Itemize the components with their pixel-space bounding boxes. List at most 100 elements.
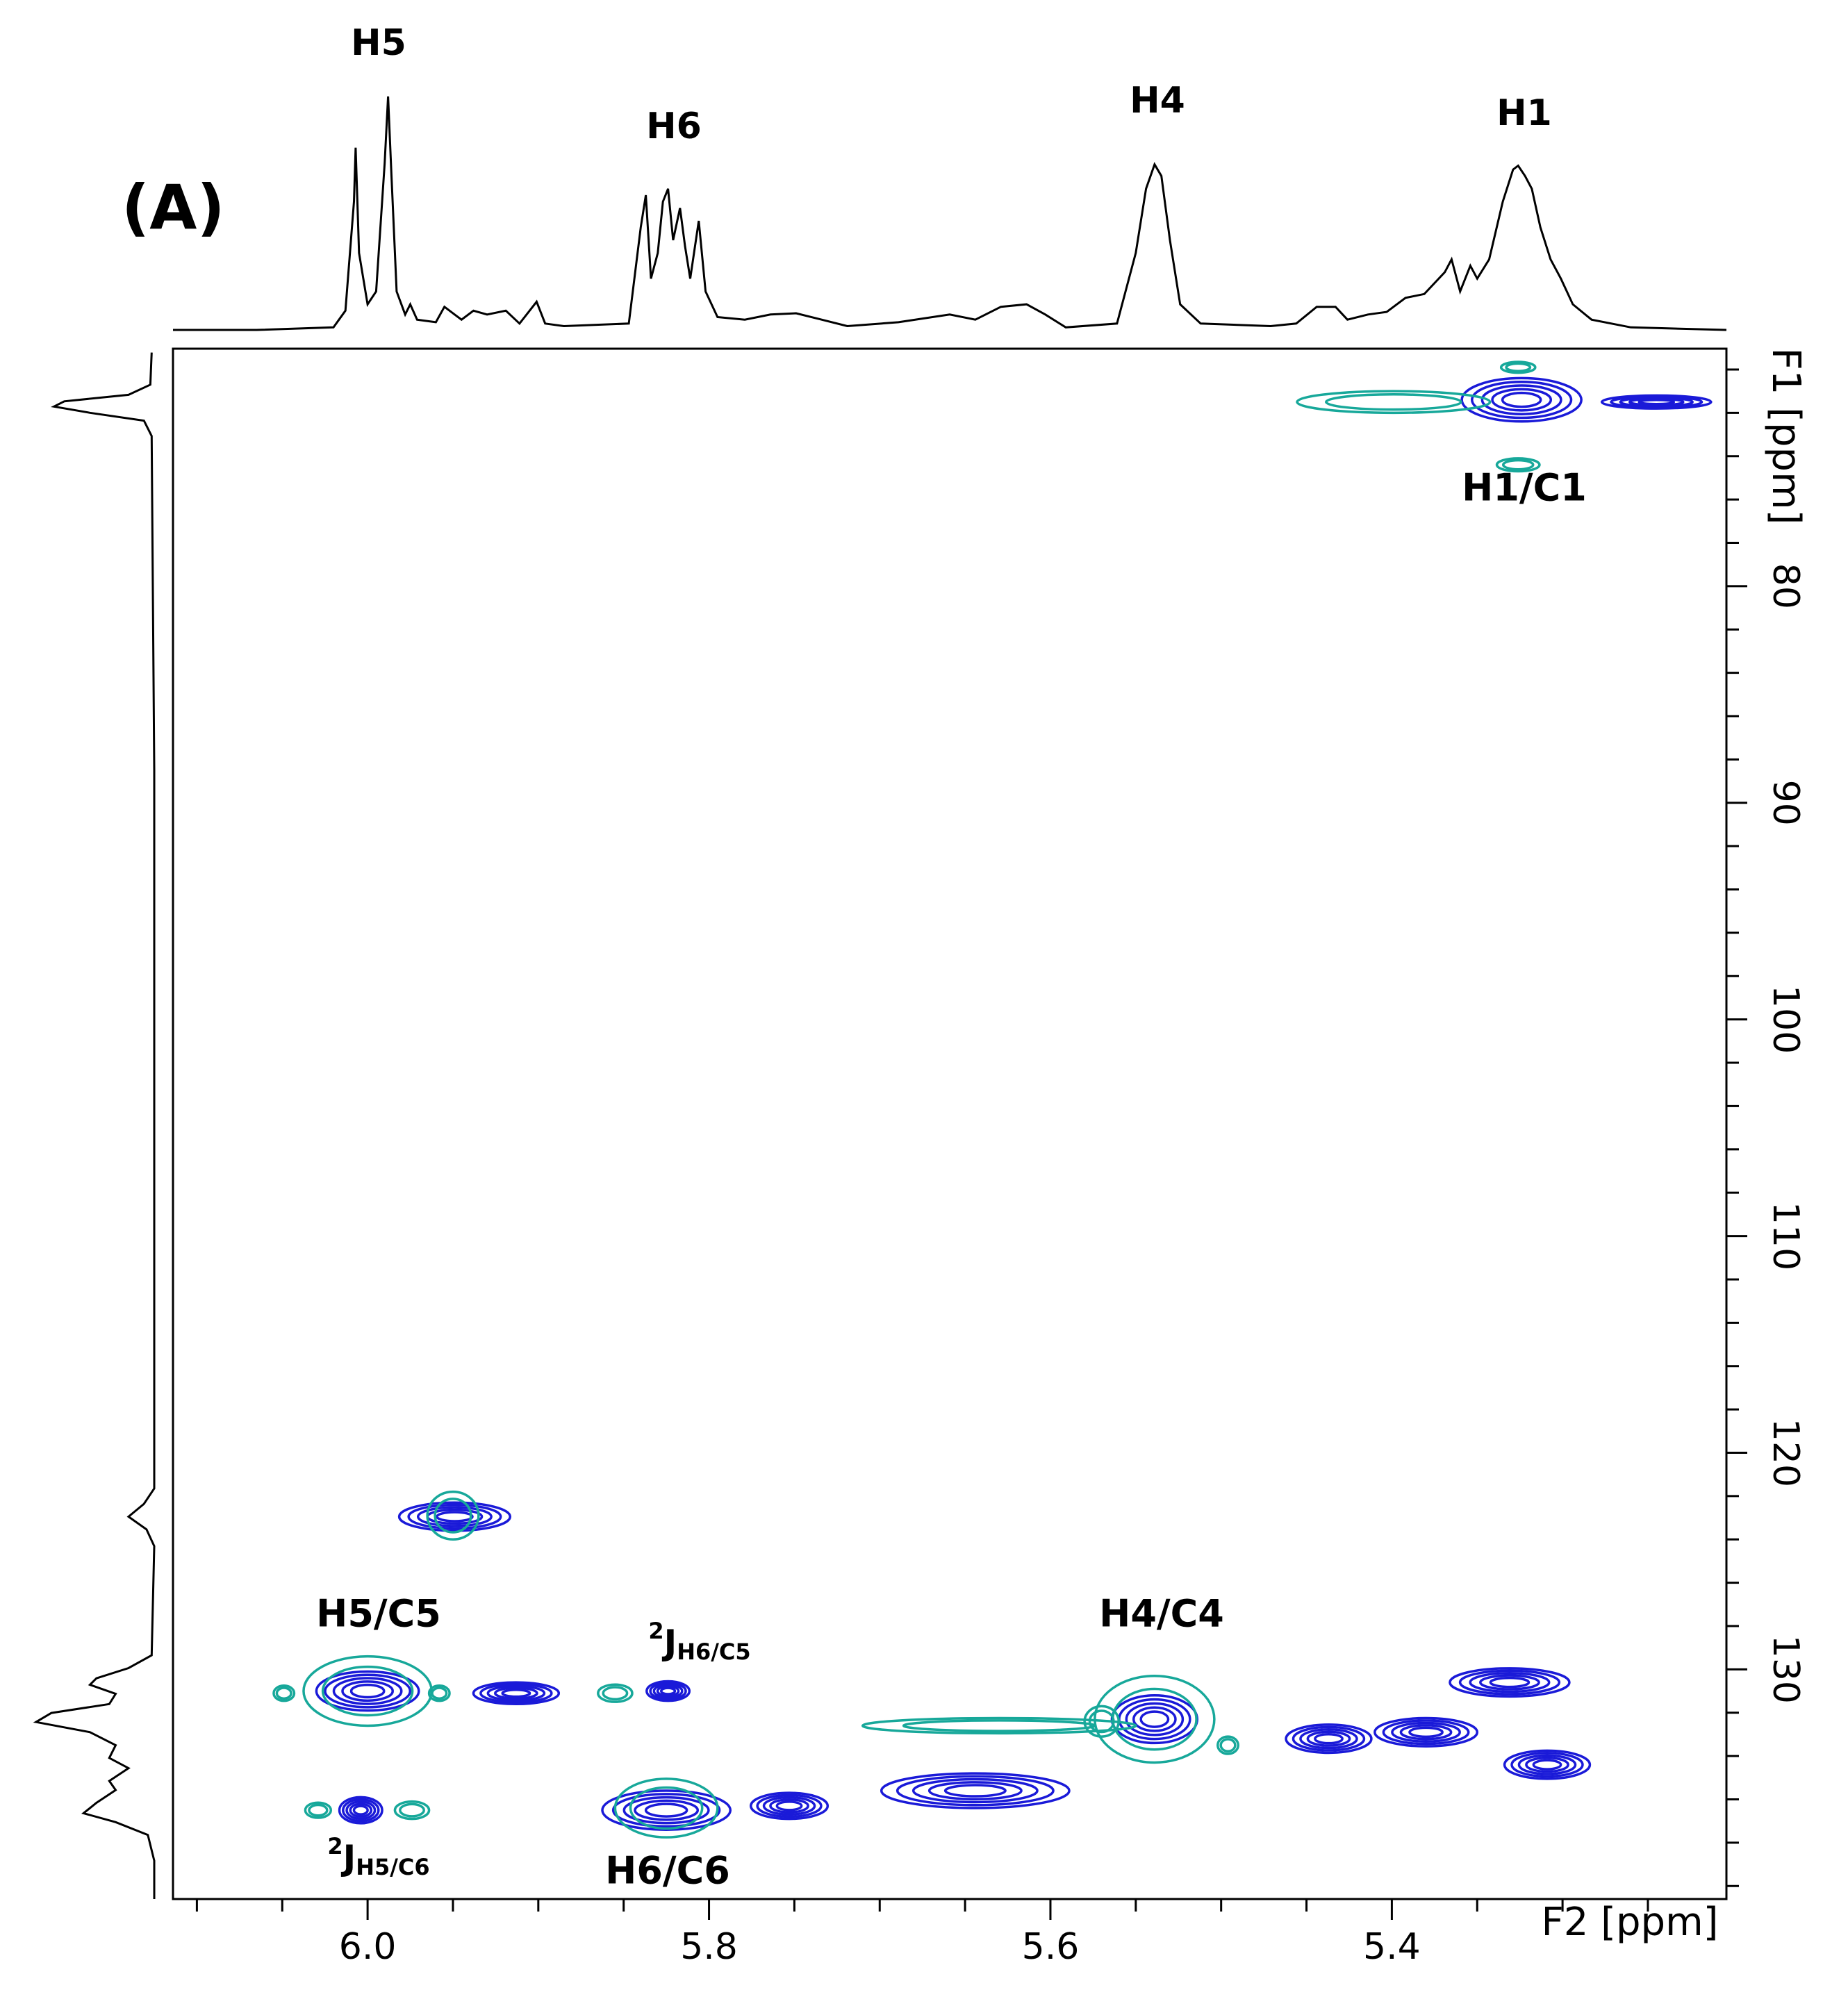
contour — [880, 1772, 1071, 1809]
peak — [472, 1681, 561, 1706]
contour — [756, 1793, 823, 1818]
annotation-base: J — [341, 1838, 356, 1878]
contour — [602, 1686, 629, 1701]
peak — [1449, 1667, 1571, 1698]
contour — [1449, 1667, 1571, 1698]
contour — [479, 1682, 553, 1704]
contour — [644, 1802, 688, 1818]
contour — [649, 1682, 687, 1700]
contour — [769, 1798, 809, 1814]
peak — [1296, 390, 1492, 415]
peak — [749, 1791, 830, 1821]
annotation: 2JH5/C6 — [327, 1833, 429, 1880]
contour — [1292, 1725, 1366, 1752]
y-tick-label: 80 — [1765, 563, 1806, 609]
contour — [407, 1503, 502, 1530]
contour — [272, 1684, 296, 1702]
x-tick-label: 5.8 — [680, 1926, 738, 1968]
contour — [315, 1670, 420, 1712]
annotation: H5/C5 — [316, 1592, 441, 1636]
contour — [494, 1686, 538, 1700]
peak — [304, 1801, 333, 1819]
x-tick-label: 5.6 — [1022, 1926, 1080, 1968]
contour — [634, 1799, 700, 1821]
peak — [1285, 1723, 1373, 1755]
peak — [1094, 1674, 1216, 1764]
contour — [1510, 1752, 1584, 1778]
contour — [416, 1506, 493, 1527]
peak — [880, 1772, 1071, 1809]
contour — [1469, 1671, 1551, 1693]
contour — [943, 1784, 1007, 1798]
contour — [1480, 384, 1562, 415]
contour — [902, 1719, 1096, 1732]
peak-label: H1 — [1496, 92, 1552, 134]
projection-left — [33, 352, 156, 1899]
peak — [1600, 394, 1713, 410]
contour — [1296, 390, 1492, 415]
contour — [762, 1796, 816, 1816]
peak — [861, 1716, 1137, 1735]
peak-label: H5 — [351, 22, 406, 64]
contour — [341, 1680, 394, 1702]
peak — [1499, 360, 1537, 374]
peak — [645, 1680, 691, 1702]
peak — [302, 1655, 434, 1727]
peak — [338, 1796, 383, 1825]
contour — [342, 1798, 380, 1823]
y-tick-label: 110 — [1765, 1202, 1806, 1270]
contour — [1118, 1698, 1191, 1741]
contour — [911, 1777, 1039, 1804]
chart-title: (A) — [122, 172, 225, 243]
annotation-sub: H6/C5 — [677, 1639, 750, 1665]
contour — [1382, 1719, 1470, 1746]
y-tick-label: 120 — [1765, 1418, 1806, 1487]
annotation-sub: H5/C6 — [356, 1854, 429, 1880]
contour — [613, 1777, 719, 1839]
contour — [1324, 393, 1462, 411]
peak — [393, 1800, 431, 1821]
peak-label: H6 — [646, 106, 702, 147]
annotation: 2JH6/C5 — [648, 1618, 750, 1665]
contour — [397, 1501, 512, 1532]
contour — [1125, 1702, 1185, 1736]
x-tick-label: 5.4 — [1363, 1926, 1421, 1968]
peak — [613, 1777, 719, 1839]
annotation: H6/C6 — [605, 1849, 730, 1893]
peak — [1460, 376, 1583, 423]
contour — [352, 1805, 369, 1816]
contour — [304, 1801, 333, 1819]
contour — [1460, 376, 1583, 423]
contour — [1306, 1730, 1351, 1747]
contour — [1132, 1706, 1177, 1732]
peak — [426, 1490, 480, 1541]
annotation: H4/C4 — [1099, 1592, 1224, 1636]
peak — [315, 1670, 420, 1712]
contour — [472, 1681, 561, 1706]
y-tick-label: 90 — [1765, 780, 1806, 826]
contour — [927, 1781, 1023, 1801]
contour — [1458, 1669, 1561, 1696]
peak — [397, 1501, 512, 1532]
contour — [1373, 1716, 1479, 1748]
peak — [1503, 1749, 1592, 1780]
contour — [349, 1802, 373, 1818]
peak — [1216, 1735, 1240, 1755]
contour — [656, 1684, 680, 1698]
contour — [1517, 1754, 1577, 1775]
annotation: H1/C1 — [1462, 466, 1587, 510]
peak — [1495, 457, 1541, 473]
contour — [1501, 458, 1535, 471]
contour — [1501, 391, 1542, 408]
contour — [861, 1716, 1137, 1735]
contour — [1479, 1674, 1540, 1691]
contour — [1408, 1726, 1444, 1739]
peak — [1110, 1694, 1199, 1745]
x-tick-label: 6.0 — [339, 1926, 397, 1968]
contour — [1111, 1687, 1198, 1751]
y-tick-label: 100 — [1765, 985, 1806, 1054]
contour — [338, 1796, 383, 1825]
contour — [324, 1673, 412, 1709]
contour — [1391, 1721, 1461, 1743]
